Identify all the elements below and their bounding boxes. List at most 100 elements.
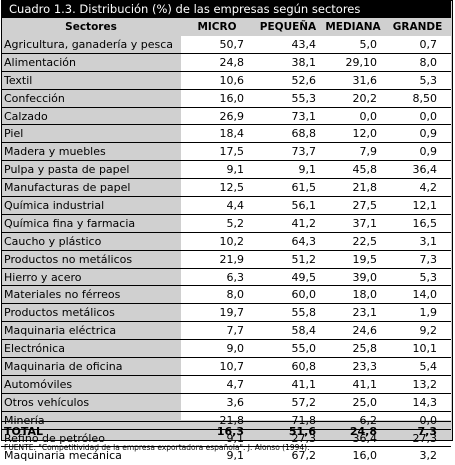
pequena-cell: 41,2: [291, 216, 317, 230]
pequena-cell: 64,3: [291, 234, 317, 248]
grande-cell: 14,3: [412, 395, 438, 409]
pequena-cell: 73,1: [291, 109, 317, 123]
sector-cell: Minería: [4, 412, 180, 429]
micro-cell: 26,9: [219, 109, 245, 123]
table-row: Hierro y acero 6,3 49,5 39,0 5,3: [1, 269, 451, 287]
grande-cell: 0,9: [419, 145, 438, 159]
mediana-cell: 25,8: [352, 342, 378, 356]
grande-cell: 5,3: [419, 270, 438, 284]
mediana-cell: 27,5: [352, 199, 378, 213]
sector-cell: Caucho y plástico: [4, 234, 102, 248]
mediana-cell: 21,8: [352, 181, 378, 195]
source-footnote: FUENTE: "Competitividad de la empresa ex…: [4, 443, 310, 452]
table-row: Electrónica 9,0 55,0 25,8 10,1: [1, 340, 451, 359]
table-title: Cuadro 1.3. Distribución (%) de las empr…: [1, 1, 451, 18]
sector-cell: Manufacturas de papel: [4, 181, 131, 195]
micro-cell: 10,2: [219, 234, 245, 248]
table-row: Química industrial 4,4 56,1 27,5 12,1: [1, 197, 451, 215]
sector-cell: Pulpa y pasta de papel: [4, 163, 130, 177]
pequena-cell: 71,8: [250, 412, 317, 429]
micro-cell: 8,0: [226, 288, 245, 302]
pequena-cell: 61,5: [291, 181, 317, 195]
sector-cell: Textil: [4, 73, 33, 87]
mediana-cell: 23,1: [352, 306, 378, 320]
grande-cell: 27,3: [412, 431, 438, 445]
table-row: Minería21,8 71,86,20,0: [1, 412, 451, 430]
micro-cell: 4,7: [226, 377, 245, 391]
total-divider: [1, 421, 451, 422]
grande-cell: 7,3: [419, 252, 438, 266]
grande-cell: 3,1: [419, 234, 438, 248]
total-mediana: 24,8: [349, 425, 377, 438]
table-row: Pulpa y pasta de papel 9,1 9,1 45,8 36,4: [1, 161, 451, 180]
table-row: Maquinaria de oficina 10,7 60,8 23,3 5,4: [1, 358, 451, 376]
table-row: Productos no metálicos 21,9 51,2 19,5 7,3: [1, 251, 451, 269]
pequena-cell: 68,8: [291, 127, 317, 141]
grande-cell: 0,0: [419, 109, 438, 123]
micro-cell: 50,7: [219, 38, 245, 51]
micro-cell: 9,1: [226, 163, 245, 177]
table-row: Piel 18,4 68,8 12,0 0,9: [1, 125, 451, 144]
sector-cell: Automóviles: [4, 377, 73, 391]
grande-cell: 8,50: [412, 91, 438, 105]
table-row: Alimentación 24,8 38,1 29,10 8,0: [1, 54, 451, 72]
pequena-cell: 51,2: [291, 252, 317, 266]
table-row: Productos metálicos 19,7 55,8 23,1 1,9: [1, 304, 451, 323]
total-micro: 16,3: [216, 425, 244, 438]
table-row: Maquinaria eléctrica 7,7 58,4 24,6 9,2: [1, 322, 451, 341]
sector-cell: Química fina y farmacia: [4, 216, 136, 230]
mediana-cell: 22,5: [352, 234, 378, 248]
micro-cell: 3,6: [226, 395, 245, 409]
grande-cell: 0,0: [381, 412, 438, 429]
sector-cell: Electrónica: [4, 342, 65, 356]
table-body: Agricultura, ganadería y pesca 50,7 43,4 5,…: [1, 36, 451, 465]
micro-cell: 18,4: [219, 127, 245, 141]
grande-cell: 9,2: [419, 324, 438, 338]
table-row: Manufacturas de papel 12,5 61,5 21,8 4,2: [1, 179, 451, 198]
mediana-cell: 41,1: [352, 377, 378, 391]
grande-cell: 5,3: [419, 73, 438, 87]
table-header: Sectores MICRO PEQUEÑA MEDIANA GRANDE: [1, 19, 451, 36]
grande-cell: 16,5: [412, 216, 438, 230]
mediana-cell: 23,3: [352, 360, 378, 374]
header-micro: MICRO: [197, 21, 237, 33]
table-row: Textil 10,6 52,6 31,6 5,3: [1, 72, 451, 90]
header-sector: Sectores: [65, 21, 117, 33]
micro-cell: 24,8: [219, 55, 245, 69]
micro-cell: 19,7: [219, 306, 245, 320]
header-pequena: PEQUEÑA: [259, 21, 317, 33]
grande-cell: 0,7: [419, 38, 438, 51]
pequena-cell: 52,6: [291, 73, 317, 87]
micro-cell: 10,6: [219, 73, 245, 87]
pequena-cell: 55,8: [291, 306, 317, 320]
pequena-cell: 38,1: [291, 55, 317, 69]
mediana-cell: 24,6: [352, 324, 378, 338]
grande-cell: 36,4: [412, 163, 438, 177]
mediana-cell: 25,0: [352, 395, 378, 409]
total-pequena: 51,6: [288, 425, 316, 438]
mediana-cell: 6,2: [321, 412, 378, 429]
table-row: Otros vehículos 3,6 57,2 25,0 14,3: [1, 394, 451, 412]
mediana-cell: 31,6: [352, 73, 378, 87]
pequena-cell: 9,1: [298, 163, 317, 177]
micro-cell: 5,2: [226, 216, 245, 230]
grande-cell: 8,0: [419, 55, 438, 69]
table-row: Química fina y farmacia 5,2 41,2 37,1 16,5: [1, 215, 451, 233]
sector-cell: Madera y muebles: [4, 145, 106, 159]
total-label: TOTAL: [4, 425, 44, 438]
mediana-cell: 19,5: [352, 252, 378, 266]
sector-cell: Confección: [4, 91, 65, 105]
pequena-cell: 55,0: [291, 342, 317, 356]
pequena-cell: 41,1: [291, 377, 317, 391]
pequena-cell: 60,8: [291, 360, 317, 374]
total-grande: 7,3: [417, 425, 438, 438]
micro-cell: 9,0: [226, 342, 245, 356]
micro-cell: 17,5: [219, 145, 245, 159]
sector-cell: Química industrial: [4, 199, 105, 213]
sector-cell: Refino de petróleo: [4, 431, 105, 445]
sector-cell: Productos metálicos: [4, 306, 115, 320]
mediana-cell: 16,0: [352, 449, 378, 463]
mediana-cell: 29,10: [345, 55, 378, 69]
mediana-cell: 36,4: [352, 431, 378, 445]
header-mediana: MEDIANA: [325, 21, 381, 33]
